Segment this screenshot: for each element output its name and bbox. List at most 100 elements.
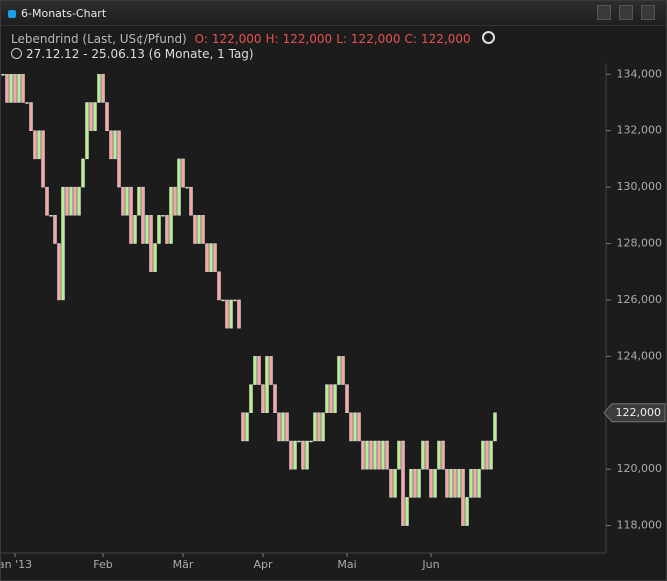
candle-body (1, 74, 5, 76)
candle-body (389, 468, 393, 498)
candle-body (489, 440, 493, 470)
candle-body (229, 299, 233, 329)
y-tick-label: 118,000 (617, 519, 663, 532)
quote-text: 122,000 (211, 32, 262, 46)
candle-body (193, 215, 197, 244)
x-tick-label: Feb (93, 558, 112, 571)
candle-body (373, 440, 377, 470)
candle-body (85, 102, 89, 160)
candle-body (209, 243, 213, 272)
quote-key: C: (404, 32, 417, 46)
y-tick-label: 134,000 (617, 67, 663, 80)
candle-body (473, 468, 477, 498)
window-button[interactable] (597, 5, 611, 20)
settings-icon[interactable] (482, 31, 496, 44)
candle-body (309, 440, 313, 443)
candle-body (33, 130, 37, 160)
candle-body (289, 440, 293, 470)
candle-body (21, 74, 25, 103)
candle-body (333, 384, 337, 413)
candle-body (261, 384, 265, 413)
instrument: Lebendrind (Last, US¢/Pfund) (11, 32, 187, 46)
date-range: 27.12.12 - 25.06.13 (6 Monate, 1 Tag) (26, 47, 254, 61)
candle-body (81, 158, 85, 188)
candle-body (105, 102, 109, 131)
window-button[interactable] (641, 5, 655, 20)
quote-text: 122,000 (350, 32, 401, 46)
candle-body (165, 215, 169, 244)
candle-body (413, 468, 417, 498)
candle-body (469, 468, 473, 498)
candle-body (461, 468, 465, 526)
candle-body (313, 412, 317, 442)
candle-body (89, 102, 93, 131)
candle-body (101, 74, 105, 103)
candle-body (345, 384, 349, 413)
quote-key: L: (336, 32, 347, 46)
x-tick-label: Jun (421, 558, 439, 571)
candle-body (141, 186, 145, 244)
quote: O: 122,000 H: 122,000 L: 122,000 C: 122,000 (191, 32, 471, 46)
last-price-label: 122,000 (616, 406, 662, 419)
x-tick-label: Mai (337, 558, 356, 571)
candle-body (129, 186, 133, 244)
candle-body (69, 186, 73, 216)
window-title: 6-Monats-Chart (21, 7, 107, 20)
candle-body (149, 215, 153, 272)
candle-body (57, 243, 61, 301)
candle-body (445, 468, 449, 498)
candle-body (493, 412, 497, 442)
candle-body (61, 186, 65, 301)
candle-body (17, 74, 21, 103)
candle-body (65, 186, 69, 216)
candle-body (361, 440, 365, 470)
candle-body (441, 440, 445, 470)
y-tick-label: 132,000 (617, 124, 663, 137)
candle-body (221, 299, 225, 302)
candle-body (109, 130, 113, 160)
candle-body (189, 186, 193, 216)
quote-text: 122,000 (282, 32, 333, 46)
y-tick-label: 120,000 (617, 462, 663, 475)
candle-body (437, 440, 441, 470)
window-button[interactable] (619, 5, 633, 20)
candle-body (49, 215, 53, 217)
instrument-line: Lebendrind (Last, US¢/Pfund) O: 122,000 H:… (11, 31, 496, 46)
y-tick-label: 126,000 (617, 293, 663, 306)
candle-body (73, 186, 77, 216)
candle-body (265, 356, 269, 413)
candle-body (37, 130, 41, 160)
candle-body (433, 468, 437, 498)
candle-body (453, 468, 457, 498)
candle-body (29, 102, 33, 131)
candle-body (225, 299, 229, 329)
candle-body (233, 299, 237, 302)
candle-body (397, 440, 401, 470)
candle-body (133, 215, 137, 244)
candle-body (481, 440, 485, 470)
candle-body (205, 243, 209, 272)
candle-body (181, 158, 185, 188)
candle-body (97, 74, 101, 103)
candle-body (457, 468, 461, 498)
title-bar: 6-Monats-Chart (1, 1, 666, 26)
candle-body (5, 74, 9, 103)
candle-body (353, 412, 357, 442)
candle-body (357, 412, 361, 442)
candle-body (401, 440, 405, 526)
candle-body (177, 158, 181, 216)
candle-body (213, 243, 217, 272)
quote-text: 122,000 (420, 32, 471, 46)
candle-body (293, 440, 297, 470)
candle-body (169, 186, 173, 244)
candle-body (369, 440, 373, 470)
candle-body (253, 356, 257, 385)
candle-body (385, 440, 389, 470)
candle-body (77, 186, 81, 216)
candle-body (381, 440, 385, 470)
candle-body (161, 215, 165, 217)
candle-body (305, 440, 309, 470)
candle-body (325, 384, 329, 413)
candle-body (277, 412, 281, 442)
